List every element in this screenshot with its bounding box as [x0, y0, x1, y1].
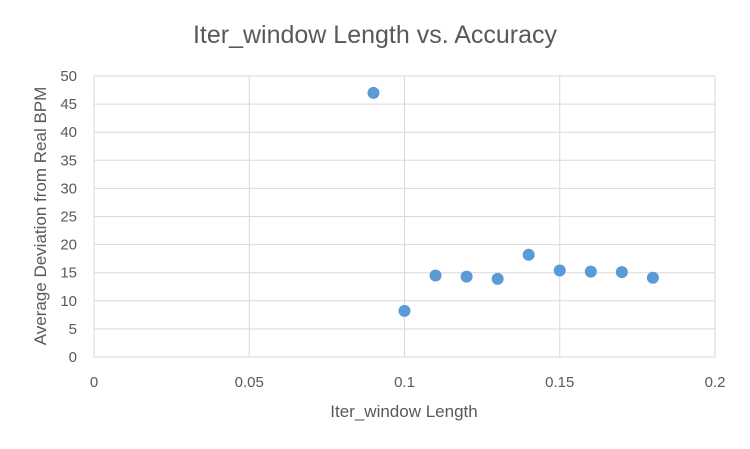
data-point — [553, 264, 566, 277]
x-tick-label: 0.05 — [235, 374, 264, 391]
y-tick-label: 30 — [60, 180, 77, 197]
data-point — [584, 265, 597, 278]
y-tick-label: 45 — [60, 96, 77, 113]
x-tick-label: 0.2 — [705, 374, 726, 391]
data-point — [460, 270, 473, 283]
x-tick-label: 0 — [90, 374, 98, 391]
y-tick-label: 0 — [69, 349, 77, 366]
data-point — [615, 266, 628, 279]
y-tick-label: 50 — [60, 68, 77, 85]
y-tick-label: 35 — [60, 152, 77, 169]
data-point — [367, 86, 380, 99]
data-point — [429, 269, 442, 282]
tick-labels: 0 5 10 15 20 25 30 35 40 45 50 0 0.05 0.1 0.15 0.2 — [60, 68, 725, 391]
y-tick-label: 20 — [60, 237, 77, 254]
data-points — [367, 86, 659, 317]
chart-title: Iter_window Length vs. Accuracy — [193, 21, 558, 49]
y-tick-label: 15 — [60, 265, 77, 282]
x-tick-label: 0.15 — [545, 374, 574, 391]
y-axis-title: Average Deviation from Real BPM — [31, 87, 50, 346]
x-tick-label: 0.1 — [394, 374, 415, 391]
data-point — [522, 248, 535, 261]
y-tick-label: 25 — [60, 209, 77, 226]
x-axis-title: Iter_window Length — [330, 402, 477, 421]
y-tick-label: 10 — [60, 293, 77, 310]
data-point — [398, 304, 411, 317]
data-point — [646, 271, 659, 284]
y-tick-label: 40 — [60, 124, 77, 141]
y-tick-label: 5 — [69, 321, 77, 338]
data-point — [491, 272, 504, 285]
